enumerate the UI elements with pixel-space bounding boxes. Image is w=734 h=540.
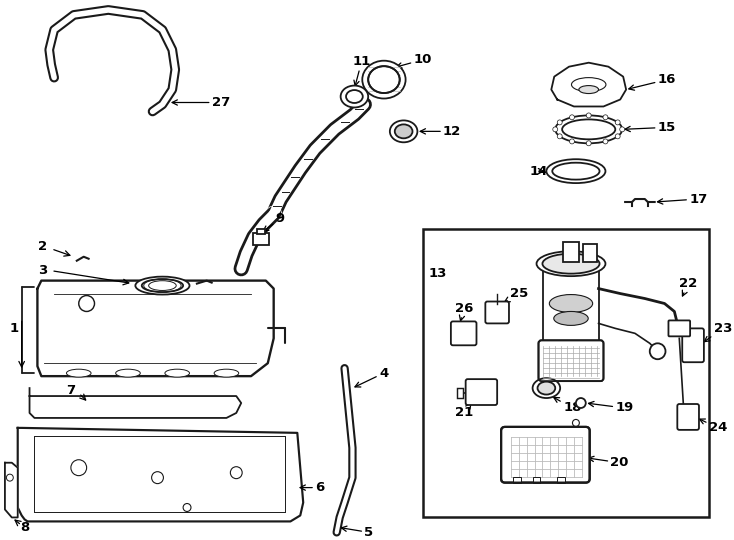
FancyBboxPatch shape [669, 320, 690, 336]
Ellipse shape [368, 66, 400, 93]
Ellipse shape [553, 312, 588, 326]
Text: 10: 10 [396, 53, 432, 68]
Bar [424, 229, 709, 517]
Circle shape [570, 115, 575, 120]
Ellipse shape [533, 378, 560, 398]
Polygon shape [5, 463, 18, 517]
Bar [557, 477, 565, 483]
Circle shape [553, 127, 558, 132]
Circle shape [586, 113, 591, 118]
Text: 11: 11 [352, 55, 371, 86]
Ellipse shape [562, 119, 615, 139]
Text: 23: 23 [704, 322, 732, 342]
Bar [533, 477, 540, 483]
Circle shape [603, 139, 608, 144]
FancyBboxPatch shape [451, 321, 476, 345]
Text: 14: 14 [530, 165, 548, 178]
Text: 22: 22 [679, 277, 697, 296]
Ellipse shape [546, 159, 606, 183]
Circle shape [570, 139, 575, 144]
Polygon shape [551, 63, 626, 106]
FancyBboxPatch shape [485, 301, 509, 323]
Text: 27: 27 [172, 96, 230, 109]
Text: 25: 25 [504, 287, 528, 302]
Polygon shape [37, 281, 274, 376]
Text: 16: 16 [629, 73, 676, 90]
Circle shape [619, 127, 625, 132]
Text: 19: 19 [589, 401, 633, 415]
Circle shape [152, 471, 164, 484]
Ellipse shape [542, 254, 600, 274]
FancyBboxPatch shape [682, 328, 704, 362]
Polygon shape [18, 428, 303, 522]
Ellipse shape [142, 279, 183, 292]
Circle shape [586, 141, 591, 146]
Ellipse shape [579, 85, 598, 93]
Circle shape [576, 398, 586, 408]
Circle shape [230, 467, 242, 478]
Ellipse shape [363, 60, 406, 98]
Circle shape [7, 474, 13, 481]
Circle shape [615, 120, 620, 125]
Ellipse shape [552, 163, 600, 180]
Bar [563, 242, 579, 262]
Ellipse shape [390, 120, 418, 143]
Bar [457, 388, 462, 398]
Text: 1: 1 [10, 322, 18, 335]
Circle shape [603, 115, 608, 120]
Text: 7: 7 [66, 383, 76, 396]
Ellipse shape [165, 369, 189, 377]
Text: 3: 3 [38, 264, 47, 277]
Text: 21: 21 [455, 403, 473, 420]
Ellipse shape [341, 85, 368, 107]
Circle shape [615, 134, 620, 139]
Ellipse shape [395, 124, 413, 138]
Text: 4: 4 [355, 367, 388, 387]
Circle shape [557, 120, 562, 125]
Circle shape [573, 420, 579, 427]
Text: 2: 2 [38, 240, 47, 253]
Ellipse shape [116, 369, 140, 377]
Polygon shape [29, 388, 241, 418]
Text: 8: 8 [20, 521, 29, 534]
Text: 6: 6 [300, 481, 324, 494]
Text: 12: 12 [420, 125, 461, 138]
Text: 24: 24 [700, 419, 727, 434]
Circle shape [650, 343, 666, 359]
FancyBboxPatch shape [677, 404, 699, 430]
Bar [257, 229, 265, 234]
Ellipse shape [537, 251, 606, 276]
Bar [253, 233, 269, 245]
Text: 18: 18 [553, 397, 581, 415]
Text: 13: 13 [428, 267, 446, 280]
FancyBboxPatch shape [465, 379, 497, 405]
Ellipse shape [346, 90, 363, 103]
Bar [543, 264, 598, 343]
Ellipse shape [67, 369, 91, 377]
Text: 26: 26 [455, 302, 473, 321]
Circle shape [79, 295, 95, 312]
Text: 15: 15 [625, 121, 676, 134]
Text: 20: 20 [589, 456, 629, 469]
Circle shape [71, 460, 87, 476]
Circle shape [183, 503, 191, 511]
Ellipse shape [135, 276, 189, 294]
Ellipse shape [572, 78, 606, 92]
Ellipse shape [555, 116, 622, 143]
Circle shape [557, 134, 562, 139]
Ellipse shape [549, 294, 592, 313]
Ellipse shape [537, 382, 555, 395]
FancyBboxPatch shape [501, 427, 589, 483]
Bar [583, 244, 597, 262]
FancyBboxPatch shape [539, 340, 603, 381]
Text: 5: 5 [341, 526, 374, 539]
Text: 17: 17 [658, 193, 708, 206]
Bar [513, 477, 521, 483]
Ellipse shape [214, 369, 239, 377]
Text: 9: 9 [264, 212, 285, 231]
